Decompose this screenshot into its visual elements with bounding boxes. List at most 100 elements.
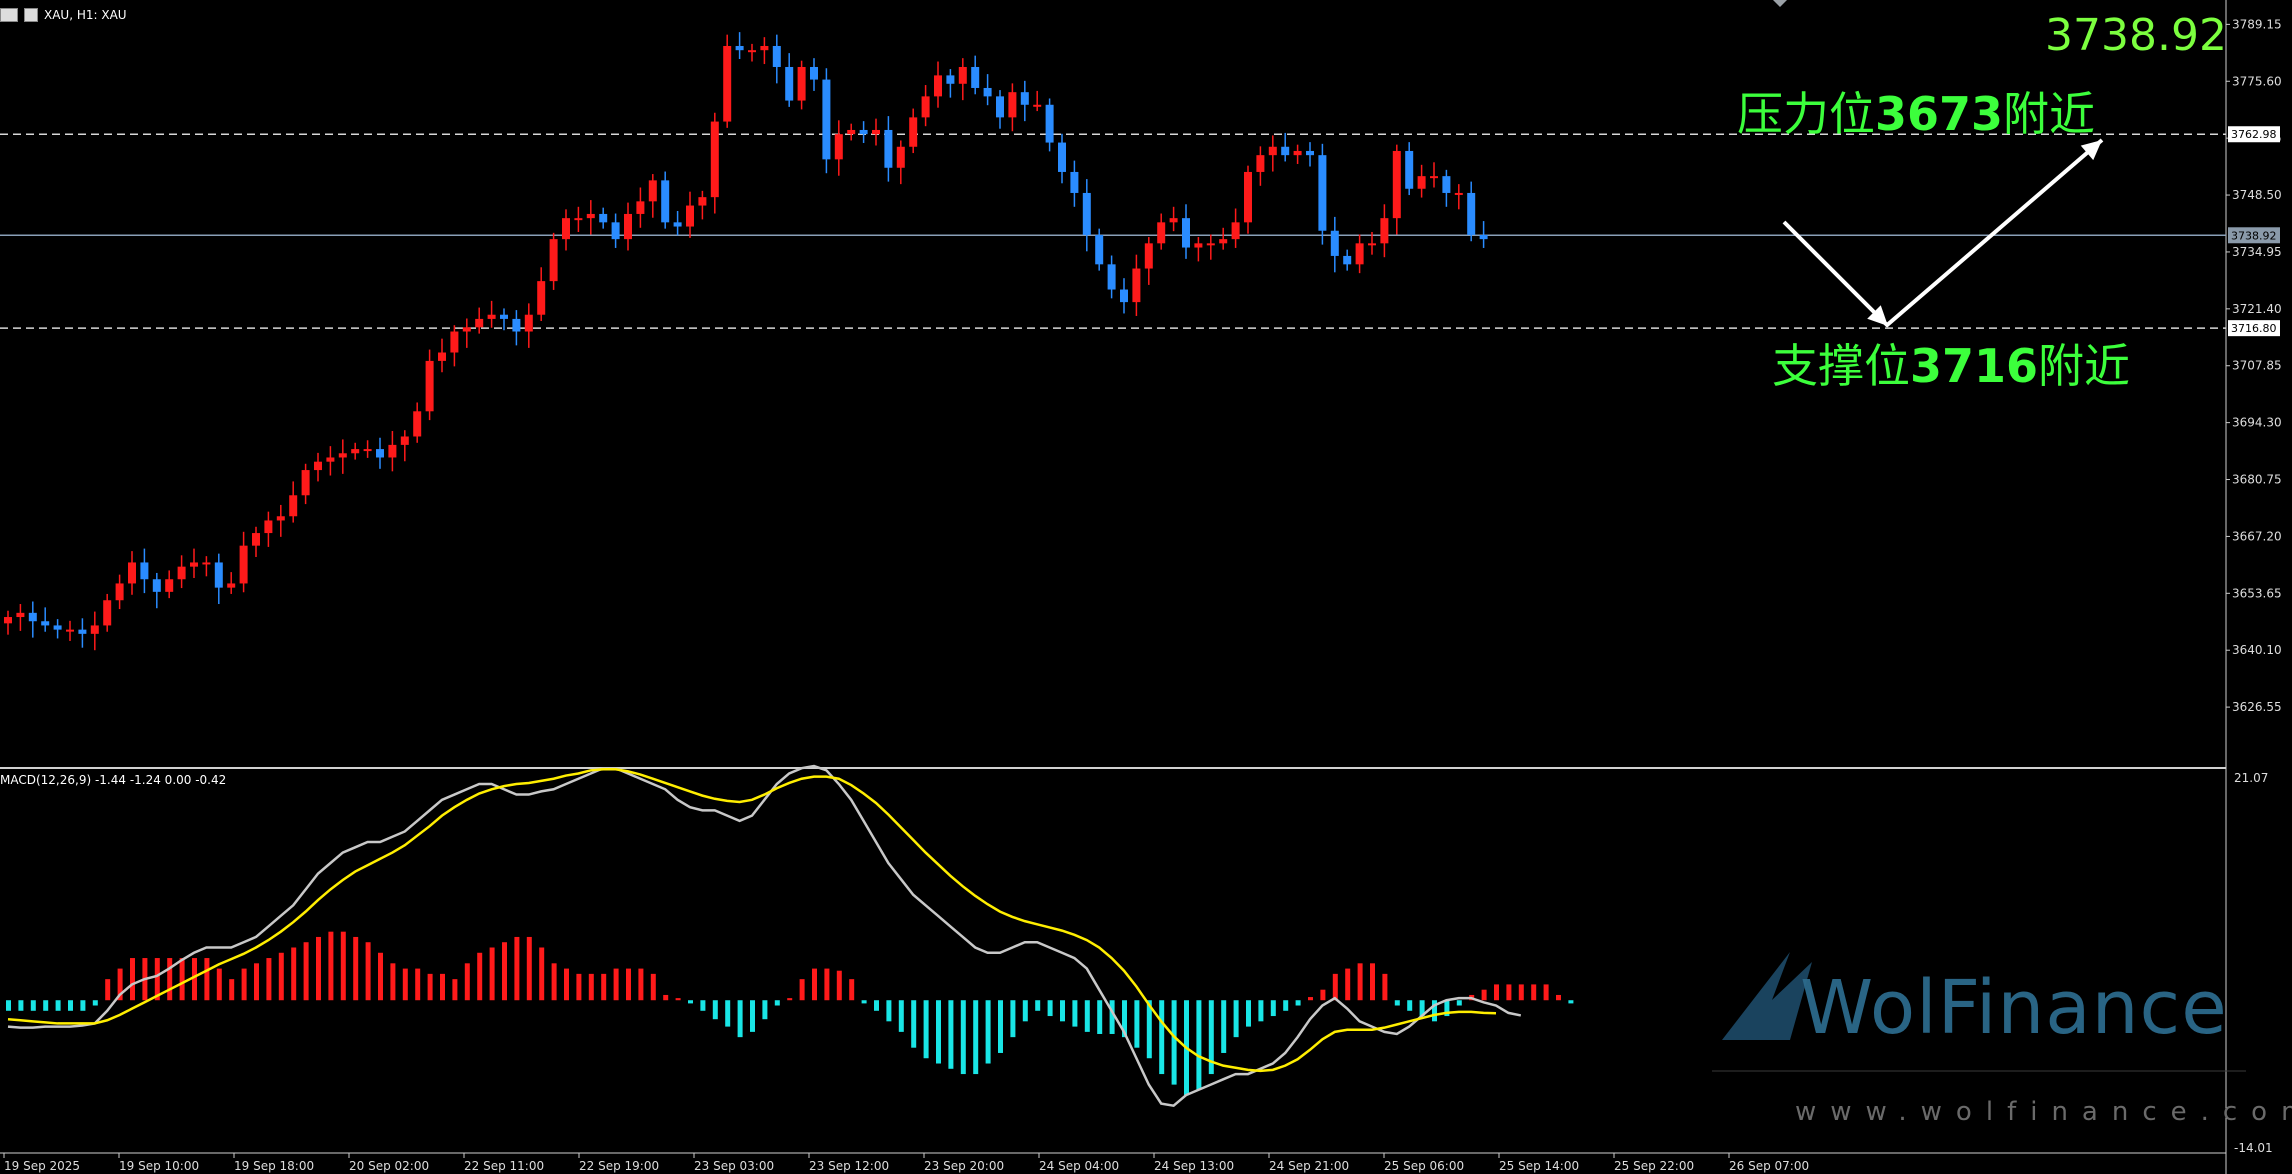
candle-body [884,129,893,168]
candle-body [1380,218,1389,244]
resistance-annotation: 压力位3673附近 [1737,78,2095,144]
macd-histogram-bar [886,1000,892,1022]
macd-histogram-bar [799,979,805,1001]
candle-body [896,146,905,168]
watermark-logo-icon [1722,952,1812,1040]
macd-histogram-bar [204,958,210,1001]
candle-body [1157,222,1166,244]
forecast-arrow-up [1884,138,2104,328]
candle-body [1033,104,1042,107]
macd-histogram-bar [390,963,396,1001]
candle-body [425,360,434,412]
candle-body [1256,155,1265,172]
time-tick-label: 24 Sep 04:00 [1039,1159,1119,1173]
macd-histogram-bar [762,1000,768,1020]
macd-histogram-bar [1308,997,1313,1001]
resistance-value: 3673 [1875,87,2004,141]
macd-histogram-bar [861,1000,867,1004]
macd-histogram-bar [849,979,855,1001]
macd-histogram-bar [55,1000,61,1011]
candle-body [772,45,781,67]
macd-histogram-bar [1134,1000,1140,1048]
macd-histogram-bar [936,1000,941,1064]
current-price-display: 3738.92 [2045,10,2227,61]
macd-histogram-bar [328,931,334,1001]
macd-histogram-bar [923,1000,929,1059]
candle-body [524,314,533,332]
macd-histogram-bar [1060,1000,1065,1022]
price-tick-label: 3721.40 [2232,302,2282,316]
candle-body [1330,230,1339,256]
forecast-arrow-down [1782,220,1890,328]
macd-histogram-bar [551,963,557,1001]
candle-body [512,318,521,332]
candle-body [1045,104,1054,143]
macd-histogram-bar [316,936,321,1001]
macd-histogram-bar [489,947,495,1001]
macd-histogram-bar [154,958,160,1001]
candle-body [376,449,384,458]
macd-histogram-bar [774,1000,780,1006]
macd-histogram-bar [1345,968,1351,1001]
price-tick-label: 3707.85 [2232,359,2282,373]
macd-histogram-bar [1084,1000,1090,1032]
macd-indicator-label: MACD(12,26,9) -1.44 -1.24 0.00 -0.42 [0,773,227,787]
macd-histogram-bar [179,958,185,1001]
candle-body [202,562,211,565]
time-tick-label: 23 Sep 12:00 [809,1159,889,1173]
time-tick-label: 19 Sep 10:00 [119,1159,199,1173]
macd-histogram-bar [1010,1000,1016,1038]
candle-body [872,129,880,135]
candle-body [1244,171,1252,223]
candle-body [41,621,50,626]
macd-histogram-bar [613,968,619,1001]
candle-body [462,327,471,332]
candle-body [586,213,595,219]
macd-histogram-bar [1035,1000,1041,1011]
candle-body [252,533,260,546]
macd-histogram-bar [440,973,445,1001]
macd-histogram-bar [43,1000,49,1011]
macd-histogram-bar [576,973,582,1001]
candle-body [921,96,930,118]
candle-body [487,314,496,319]
macd-histogram-bar [688,1000,693,1004]
candle-body [301,470,310,496]
macd-histogram-bar [588,973,594,1001]
macd-histogram-bar [601,973,607,1001]
candle-body [214,562,223,588]
candle-body [822,79,831,160]
time-tick-label: 24 Sep 21:00 [1269,1159,1349,1173]
candle-body [1058,142,1066,172]
candle-body [1293,150,1302,156]
macd-histogram-bar [1171,1000,1177,1085]
candle-body [996,96,1004,118]
macd-histogram-bar [1109,1000,1115,1034]
candle-body [574,218,583,221]
macd-histogram-bar [526,936,532,1001]
macd-histogram-bar [1270,1000,1276,1017]
macd-histogram-bar [192,958,197,1001]
candle-body [1144,243,1153,269]
macd-histogram-bar [1382,973,1388,1001]
candle-body [1182,218,1190,248]
macd-histogram-bar [30,1000,36,1011]
watermark-brand: WolFinance [1800,965,2228,1051]
candle-body [958,66,967,84]
macd-histogram-bar [254,963,259,1001]
candle-body [326,457,335,462]
candle-body [1268,146,1277,156]
macd-histogram-bar [353,936,359,1001]
macd-signal-line [7,767,1497,1073]
candle-body [1467,192,1476,235]
candle-body [1107,264,1116,290]
candle-body [1306,150,1314,156]
candle-body [1194,243,1203,248]
macd-histogram-bar [675,998,681,1001]
candle-body [190,562,198,567]
candle-body [686,205,694,227]
macd-histogram-bar [229,979,235,1001]
macd-histogram-bar [1233,1000,1239,1038]
scroll-marker-icon[interactable] [1773,0,1787,7]
